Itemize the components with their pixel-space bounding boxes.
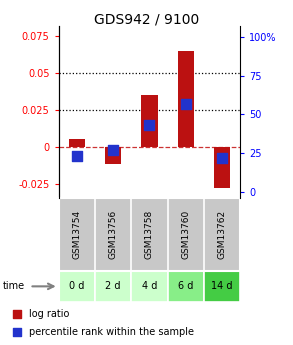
Bar bbox=[178, 51, 194, 147]
Text: percentile rank within the sample: percentile rank within the sample bbox=[29, 327, 194, 337]
Text: GSM13762: GSM13762 bbox=[218, 210, 226, 259]
Text: 2 d: 2 d bbox=[105, 282, 121, 291]
Point bbox=[15, 329, 20, 335]
Bar bbox=[131, 271, 168, 302]
Point bbox=[74, 154, 79, 159]
Text: GSM13754: GSM13754 bbox=[72, 210, 81, 259]
Text: log ratio: log ratio bbox=[29, 309, 69, 319]
Point bbox=[147, 122, 152, 128]
Text: GSM13756: GSM13756 bbox=[109, 210, 117, 259]
Text: 6 d: 6 d bbox=[178, 282, 193, 291]
Bar bbox=[105, 147, 121, 165]
Text: GDS942 / 9100: GDS942 / 9100 bbox=[94, 12, 199, 26]
Bar bbox=[95, 271, 131, 302]
Text: GSM13758: GSM13758 bbox=[145, 210, 154, 259]
Text: 14 d: 14 d bbox=[211, 282, 233, 291]
Bar bbox=[69, 139, 85, 147]
Text: GSM13760: GSM13760 bbox=[181, 210, 190, 259]
Point bbox=[183, 101, 188, 106]
Text: time: time bbox=[3, 282, 25, 291]
Point bbox=[15, 312, 20, 317]
Point bbox=[220, 155, 224, 161]
Text: 0 d: 0 d bbox=[69, 282, 84, 291]
Text: 4 d: 4 d bbox=[142, 282, 157, 291]
Bar bbox=[204, 271, 240, 302]
Bar bbox=[141, 95, 158, 147]
Bar bbox=[214, 147, 230, 188]
Point bbox=[111, 147, 115, 153]
Bar bbox=[168, 271, 204, 302]
Bar bbox=[59, 271, 95, 302]
